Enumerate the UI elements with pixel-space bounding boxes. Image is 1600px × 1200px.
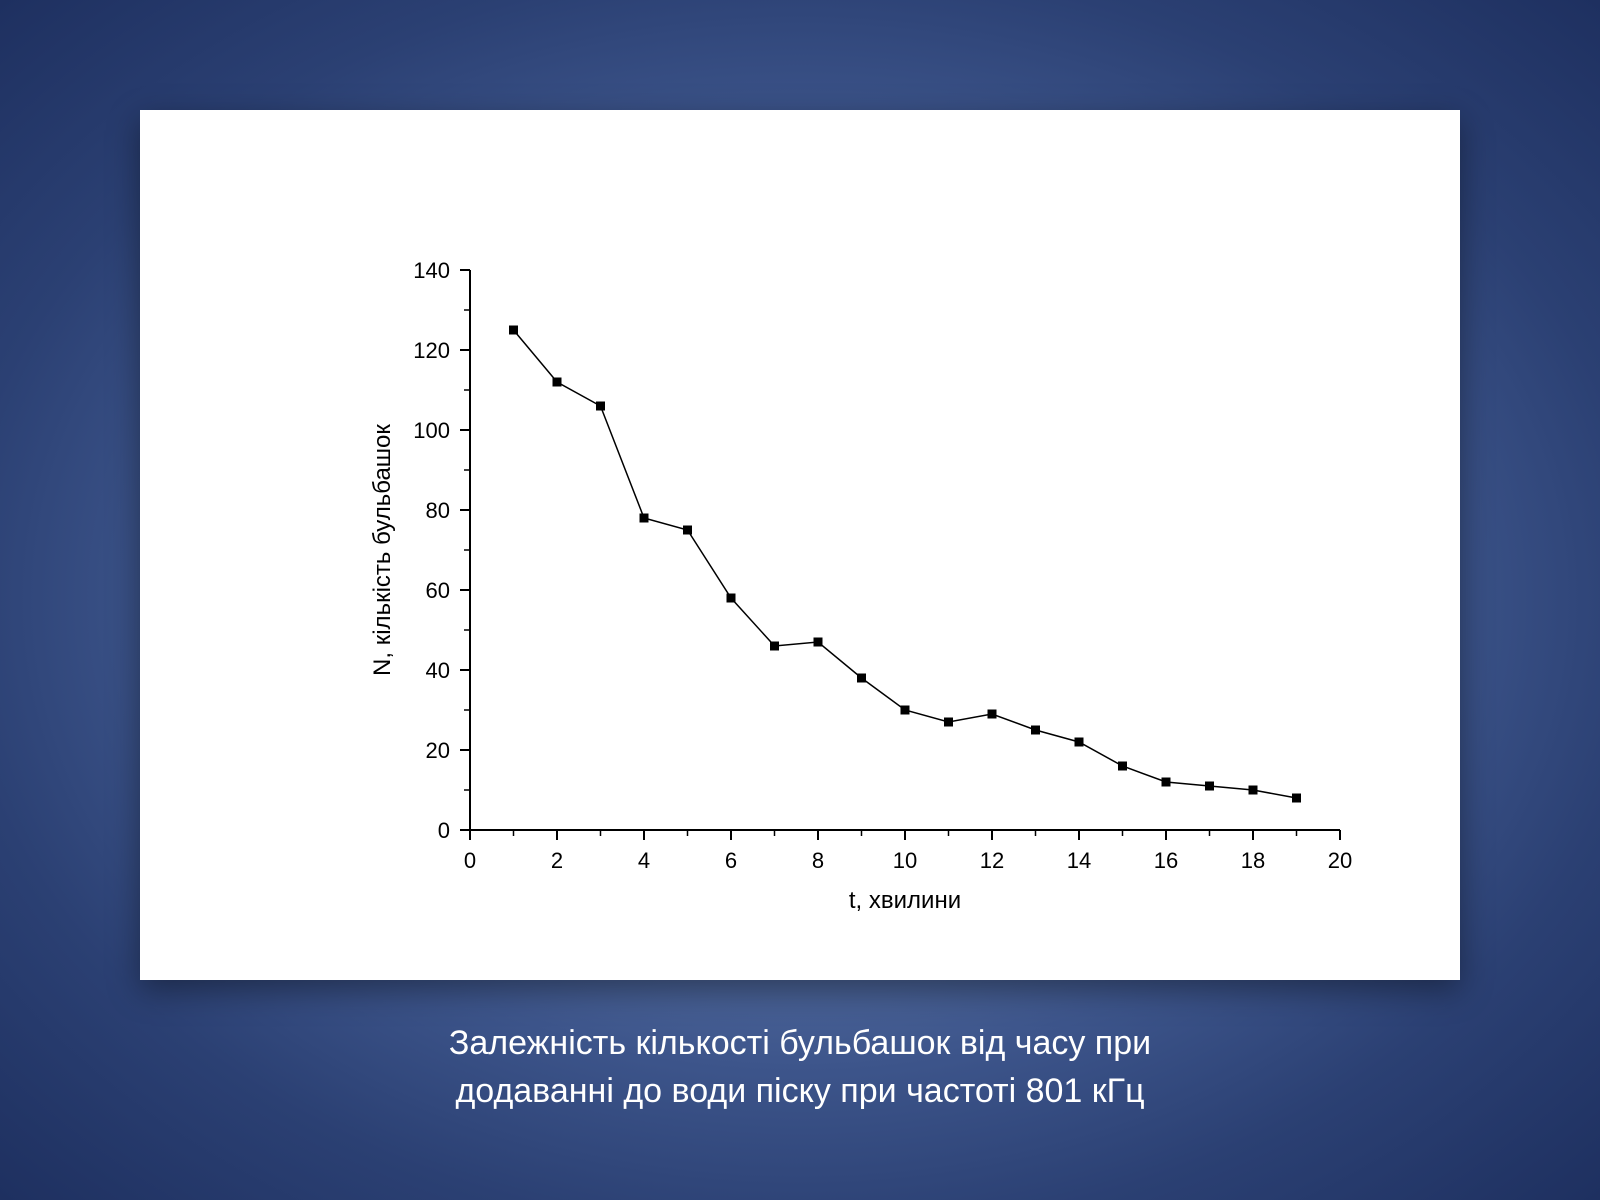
caption-line-1: Залежність кількості бульбашок від часу …	[449, 1024, 1151, 1062]
data-marker	[1205, 782, 1214, 791]
y-tick-label: 80	[426, 498, 450, 523]
y-tick-label: 60	[426, 578, 450, 603]
chart-plot: 0 2 4 6 8 10 12 14 16 18 20 0 20 40 60 80 100 120 140 t, хв…	[140, 110, 1460, 980]
x-tick-label: 0	[464, 848, 476, 873]
caption-line-2: додаванні до води піску при частоті 801 …	[0, 1068, 1600, 1116]
data-marker	[509, 326, 518, 335]
data-marker	[1162, 778, 1171, 787]
y-tick-label: 120	[413, 338, 450, 363]
x-tick-label: 2	[551, 848, 563, 873]
x-tick-label: 18	[1241, 848, 1265, 873]
x-tick-label: 20	[1328, 848, 1352, 873]
data-marker	[1249, 786, 1258, 795]
x-tick-label: 10	[893, 848, 917, 873]
data-marker	[857, 674, 866, 683]
data-marker	[1292, 794, 1301, 803]
data-marker	[683, 526, 692, 535]
chart-card: 0 2 4 6 8 10 12 14 16 18 20 0 20 40 60 80 100 120 140 t, хв…	[140, 110, 1460, 980]
y-tick-label: 140	[413, 258, 450, 283]
data-marker	[944, 718, 953, 727]
data-marker	[727, 594, 736, 603]
x-axis-label: t, хвилини	[849, 887, 961, 914]
y-tick-label: 0	[438, 818, 450, 843]
x-tick-label: 12	[980, 848, 1004, 873]
data-marker	[553, 378, 562, 387]
data-marker	[814, 638, 823, 647]
slide-background: 0 2 4 6 8 10 12 14 16 18 20 0 20 40 60 80 100 120 140 t, хв…	[0, 0, 1600, 1200]
y-tick-label: 100	[413, 418, 450, 443]
data-marker	[596, 402, 605, 411]
x-tick-label: 4	[638, 848, 650, 873]
data-marker	[770, 642, 779, 651]
x-tick-label: 16	[1154, 848, 1178, 873]
data-marker	[1075, 738, 1084, 747]
data-line	[514, 330, 1297, 798]
data-marker	[640, 514, 649, 523]
x-tick-label: 6	[725, 848, 737, 873]
y-tick-label: 20	[426, 738, 450, 763]
x-tick-label: 8	[812, 848, 824, 873]
data-marker	[1118, 762, 1127, 771]
data-marker	[1031, 726, 1040, 735]
x-tick-label: 14	[1067, 848, 1091, 873]
y-axis-label: N, кількість бульбашок	[369, 424, 396, 676]
data-marker	[901, 706, 910, 715]
caption: Залежність кількості бульбашок від часу …	[0, 1020, 1600, 1115]
data-marker	[988, 710, 997, 719]
y-tick-label: 40	[426, 658, 450, 683]
